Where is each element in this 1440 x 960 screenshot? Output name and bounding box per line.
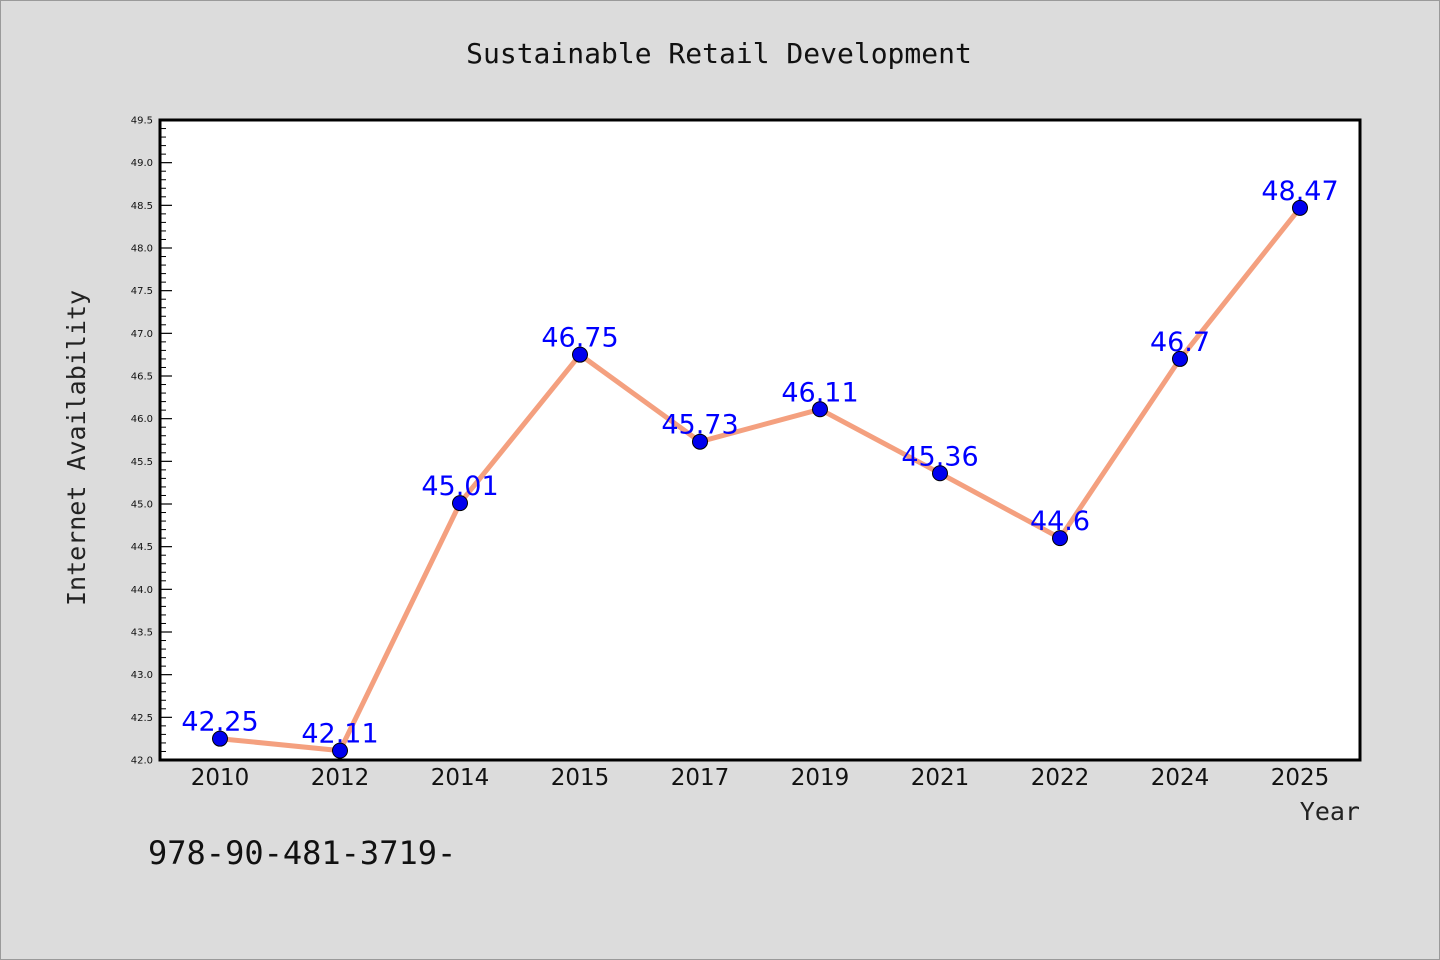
data-point	[332, 742, 348, 759]
x-axis-ticks: 2010 2012 2014 2015 2017 2019 2021 2022 2024 2025	[191, 765, 1330, 791]
y-tick-label: 43.0	[131, 670, 153, 681]
y-tick-label: 49.5	[131, 116, 153, 127]
data-point	[692, 433, 708, 450]
y-tick-label: 42.5	[131, 713, 153, 724]
chart-title: Sustainable Retail Development	[466, 37, 972, 70]
y-tick-label: 48.0	[131, 244, 153, 255]
x-tick-label: 2015	[551, 765, 610, 791]
data-label: 45.73	[661, 410, 738, 441]
data-label: 46.75	[541, 323, 618, 354]
x-tick-label: 2021	[911, 765, 970, 791]
x-tick-label: 2014	[431, 765, 490, 791]
x-tick-label: 2022	[1031, 765, 1090, 791]
y-tick-label: 43.5	[131, 628, 153, 639]
x-tick-label: 2017	[671, 765, 730, 791]
footer-code: 978-90-481-3719-	[148, 834, 456, 872]
y-tick-label: 44.0	[131, 585, 153, 596]
x-tick-label: 2019	[791, 765, 850, 791]
y-tick-label: 47.5	[131, 286, 153, 297]
x-tick-label: 2010	[191, 765, 250, 791]
data-label: 46.7	[1150, 327, 1210, 358]
data-point	[932, 465, 948, 482]
y-axis-label: Internet Availability	[62, 290, 91, 606]
data-label: 45.36	[901, 441, 978, 472]
plot-area	[160, 120, 1360, 760]
x-tick-label: 2025	[1271, 765, 1330, 791]
data-point	[1172, 350, 1188, 367]
data-point	[452, 495, 468, 512]
data-point	[812, 401, 828, 418]
y-tick-label: 46.0	[131, 414, 153, 425]
data-label: 44.6	[1030, 506, 1090, 537]
series-line	[217, 205, 1303, 754]
data-point	[1292, 199, 1308, 216]
data-point	[1052, 530, 1068, 547]
plot-frame	[158, 118, 1362, 762]
y-tick-label: 48.5	[131, 201, 153, 212]
y-tick-label: 45.5	[131, 457, 153, 468]
x-tick-label: 2012	[311, 765, 370, 791]
data-label: 48.47	[1261, 176, 1338, 207]
series-layer: 42.25 42.11 45.01 46.75 45.73 46.11 45.36 44.6 4…	[181, 176, 1339, 759]
y-tick-label: 49.0	[131, 158, 153, 169]
data-label: 42.25	[181, 707, 258, 738]
y-axis-ticks: 42.0 42.5 43.0 43.5 44.0 44.5 45.0 45.5 46.0 46.5…	[131, 116, 172, 767]
y-tick-label: 44.5	[131, 542, 153, 553]
data-point	[212, 730, 228, 747]
y-tick-label: 42.0	[131, 756, 153, 767]
x-tick-label: 2024	[1151, 765, 1210, 791]
data-label: 46.11	[781, 377, 858, 408]
data-point	[572, 346, 588, 363]
x-axis-label: Year	[1300, 797, 1360, 826]
y-tick-label: 47.0	[131, 329, 153, 340]
y-tick-label: 45.0	[131, 500, 153, 511]
data-label: 42.11	[301, 719, 378, 750]
y-tick-label: 46.5	[131, 372, 153, 383]
data-label: 45.01	[421, 471, 498, 502]
